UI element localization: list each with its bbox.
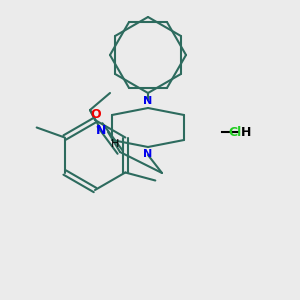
Text: Cl: Cl [228,125,241,139]
Text: N: N [143,96,153,106]
Text: N: N [143,149,153,159]
Text: H: H [111,139,119,149]
Text: H: H [241,125,251,139]
Text: O: O [91,108,101,121]
Text: N: N [96,124,106,137]
